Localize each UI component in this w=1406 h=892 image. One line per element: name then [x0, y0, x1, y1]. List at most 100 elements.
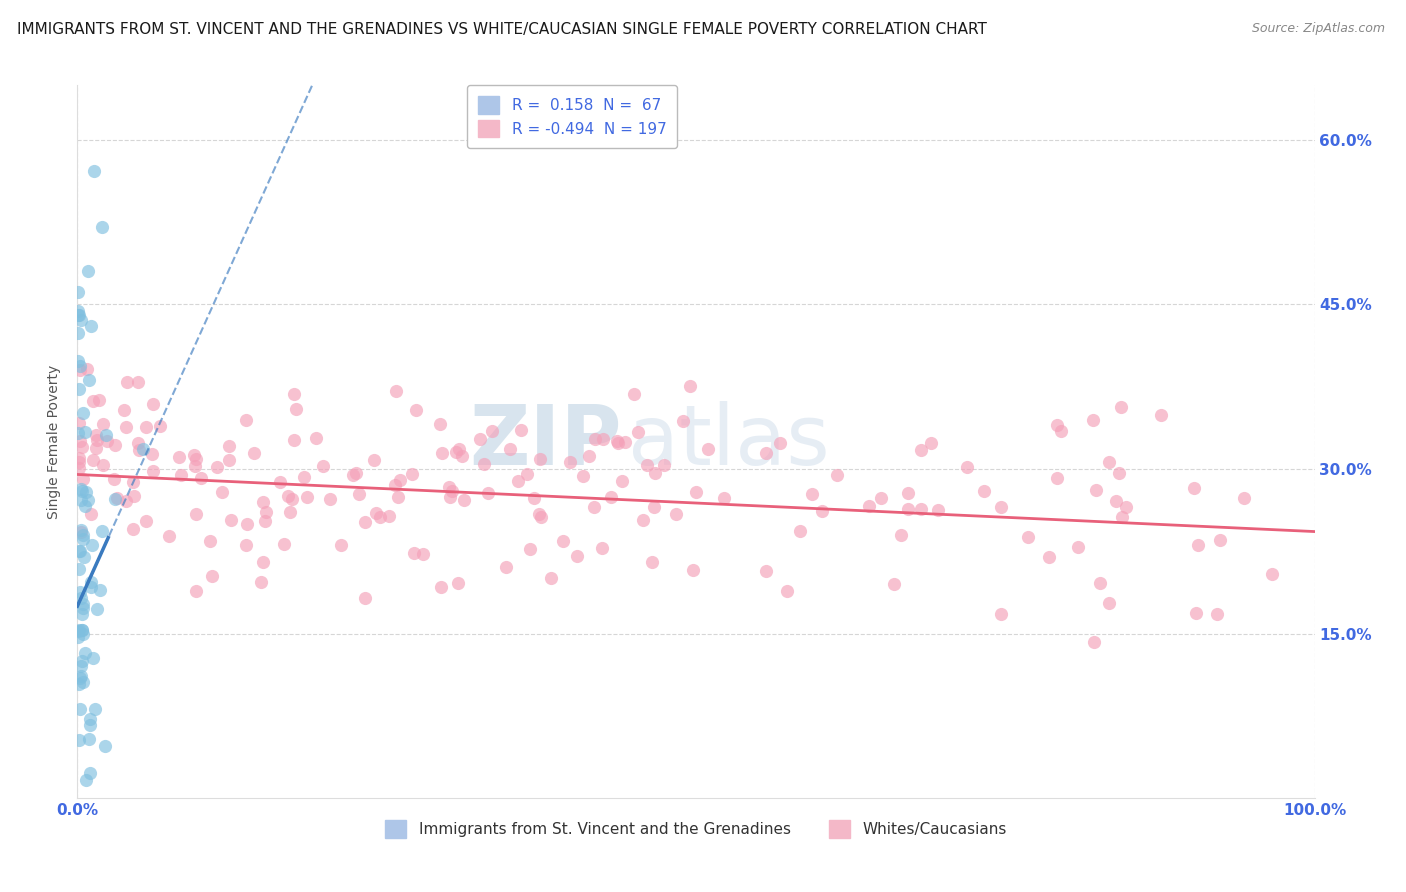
Y-axis label: Single Female Poverty: Single Female Poverty	[48, 365, 62, 518]
Point	[614, 434, 637, 449]
Point	[776, 583, 799, 598]
Point	[70, 607, 93, 621]
Point	[697, 442, 720, 457]
Point	[184, 451, 207, 466]
Point	[800, 487, 823, 501]
Point	[1115, 500, 1137, 514]
Point	[84, 441, 107, 455]
Point	[405, 403, 427, 417]
Point	[142, 464, 165, 478]
Point	[67, 303, 90, 318]
Point	[83, 164, 105, 178]
Point	[269, 475, 291, 490]
Point	[285, 401, 308, 416]
Text: atlas: atlas	[628, 401, 830, 482]
Point	[105, 491, 128, 505]
Point	[606, 436, 628, 450]
Point	[66, 285, 89, 299]
Point	[571, 469, 593, 483]
Point	[70, 524, 93, 539]
Point	[347, 487, 370, 501]
Point	[67, 450, 90, 465]
Point	[80, 575, 103, 590]
Point	[184, 584, 207, 599]
Point	[519, 542, 541, 557]
Point	[67, 382, 90, 396]
Point	[470, 432, 492, 446]
Point	[451, 449, 474, 463]
Point	[122, 522, 145, 536]
Point	[254, 505, 277, 519]
Point	[685, 485, 707, 500]
Point	[169, 468, 191, 483]
Point	[387, 490, 409, 504]
Point	[72, 532, 94, 546]
Point	[474, 457, 496, 471]
Point	[453, 492, 475, 507]
Point	[870, 491, 893, 505]
Point	[558, 455, 581, 469]
Point	[77, 731, 100, 746]
Point	[67, 417, 90, 431]
Point	[384, 477, 406, 491]
Point	[253, 514, 276, 528]
Point	[600, 490, 623, 504]
Point	[591, 541, 613, 556]
Point	[755, 446, 778, 460]
Point	[69, 359, 91, 373]
Point	[354, 515, 377, 529]
Point	[1233, 491, 1256, 505]
Point	[236, 516, 259, 531]
Point	[920, 435, 942, 450]
Point	[499, 442, 522, 456]
Point	[91, 458, 114, 472]
Point	[67, 308, 90, 322]
Point	[1038, 550, 1060, 565]
Point	[87, 393, 110, 408]
Point	[67, 562, 90, 576]
Point	[910, 501, 932, 516]
Point	[636, 458, 658, 473]
Point	[69, 702, 91, 716]
Point	[447, 576, 470, 591]
Point	[623, 387, 645, 401]
Point	[218, 452, 240, 467]
Point	[956, 459, 979, 474]
Point	[67, 623, 90, 637]
Point	[283, 433, 305, 447]
Point	[973, 484, 995, 499]
Point	[610, 475, 633, 489]
Point	[79, 717, 101, 731]
Point	[69, 585, 91, 599]
Point	[1182, 481, 1205, 495]
Point	[91, 417, 114, 431]
Point	[297, 491, 319, 505]
Point	[990, 607, 1012, 621]
Point	[66, 630, 89, 644]
Point	[149, 419, 172, 434]
Point	[1185, 606, 1208, 620]
Point	[384, 384, 406, 399]
Point	[278, 506, 301, 520]
Point	[70, 591, 93, 605]
Point	[516, 467, 538, 482]
Point	[363, 453, 385, 467]
Point	[115, 493, 138, 508]
Point	[643, 500, 665, 514]
Point	[910, 443, 932, 458]
Point	[1260, 566, 1282, 581]
Point	[540, 571, 562, 585]
Point	[811, 504, 834, 518]
Point	[218, 439, 240, 453]
Point	[1150, 409, 1173, 423]
Point	[1066, 540, 1088, 554]
Point	[96, 427, 118, 442]
Point	[523, 491, 546, 505]
Point	[235, 412, 257, 426]
Point	[388, 473, 411, 487]
Point	[167, 450, 190, 465]
Point	[82, 452, 104, 467]
Point	[529, 452, 551, 467]
Point	[72, 407, 94, 421]
Point	[66, 326, 89, 340]
